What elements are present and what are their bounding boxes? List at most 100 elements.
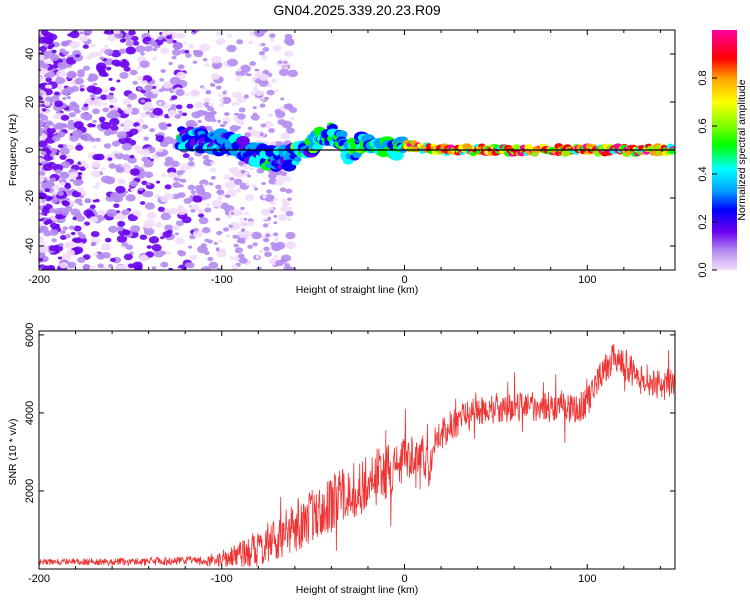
spectrogram-x-tick-label: -100 bbox=[211, 274, 233, 286]
spectrogram-noise-blob bbox=[41, 181, 52, 190]
spectrogram-noise-blob bbox=[77, 256, 86, 263]
spectrogram-noise-blob bbox=[142, 190, 151, 198]
spectrogram-noise-blob bbox=[56, 85, 65, 91]
spectrogram-noise-blob bbox=[159, 124, 168, 131]
spectrogram-noise-blob bbox=[42, 202, 47, 206]
spectrogram-noise-blob bbox=[57, 144, 64, 149]
spectrogram-noise-blob bbox=[236, 67, 242, 72]
spectrogram-noise-blob bbox=[59, 147, 70, 155]
spectrogram-noise-blob bbox=[56, 61, 68, 70]
spectrogram-noise-blob bbox=[176, 267, 182, 270]
spectrogram-noise-blob bbox=[74, 77, 84, 85]
spectrogram-noise-blob bbox=[161, 173, 167, 177]
spectrogram-noise-blob bbox=[146, 211, 157, 220]
spectrogram-noise-blob bbox=[144, 101, 153, 108]
spectrogram-noise-blob bbox=[245, 181, 249, 186]
spectrogram-noise-blob bbox=[210, 161, 216, 165]
spectrogram-noise-blob bbox=[260, 123, 267, 128]
spectrogram-noise-blob bbox=[177, 250, 187, 257]
spectrogram-noise-blob bbox=[194, 123, 199, 127]
spectrogram-noise-blob bbox=[97, 209, 106, 216]
spectrogram-noise-blob bbox=[287, 69, 299, 78]
spectrogram-noise-blob bbox=[274, 89, 279, 93]
spectrogram-noise-blob bbox=[177, 64, 185, 70]
spectrogram-noise-blob bbox=[74, 212, 82, 218]
spectrogram-noise-blob bbox=[193, 50, 204, 58]
spectrogram-noise-blob bbox=[82, 44, 89, 49]
spectrogram-noise-blob bbox=[128, 30, 136, 36]
spectrogram-noise-blob bbox=[191, 111, 202, 119]
spectrogram-noise-blob bbox=[39, 245, 49, 253]
spectrogram-noise-blob bbox=[150, 41, 158, 47]
spectrogram-noise-blob bbox=[260, 208, 271, 216]
spectrogram-noise-blob bbox=[233, 178, 243, 186]
spectrogram-noise-blob bbox=[217, 231, 223, 234]
spectrogram-noise-blob bbox=[254, 68, 260, 72]
spectrogram-noise-blob bbox=[108, 225, 119, 233]
spectrogram-noise-blob bbox=[151, 88, 160, 95]
spectrogram-noise-blob bbox=[62, 200, 71, 207]
spectrogram-noise-blob bbox=[72, 179, 83, 187]
spectrogram-noise-blob bbox=[64, 183, 72, 190]
spectrogram-noise-blob bbox=[198, 213, 205, 218]
spectrogram-noise-blob bbox=[39, 70, 44, 75]
spectrogram-noise-blob bbox=[60, 114, 70, 121]
spectrogram-noise-blob bbox=[151, 266, 157, 270]
spectrogram-y-tick-label: -20 bbox=[24, 190, 36, 206]
spectrogram-noise-blob bbox=[41, 63, 50, 70]
spectrogram-noise-blob bbox=[39, 54, 45, 61]
spectrogram-noise-blob bbox=[196, 189, 206, 196]
spectrogram-noise-blob bbox=[211, 199, 223, 208]
spectrogram-noise-blob bbox=[160, 236, 165, 240]
spectrogram-noise-blob bbox=[86, 85, 97, 93]
spectrogram-noise-blob bbox=[39, 36, 47, 44]
spectrogram-noise-blob bbox=[226, 44, 237, 53]
spectrogram-noise-blob bbox=[137, 173, 145, 179]
spectrogram-noise-blob bbox=[139, 112, 148, 118]
spectrogram-noise-blob bbox=[102, 107, 110, 113]
spectrogram-noise-blob bbox=[152, 56, 158, 61]
spectrogram-noise-blob bbox=[104, 48, 114, 56]
spectrogram-noise-blob bbox=[177, 204, 184, 210]
spectrogram-noise-blob bbox=[189, 254, 198, 260]
spectrogram-noise-blob bbox=[206, 203, 211, 207]
spectrogram-noise-blob bbox=[205, 90, 212, 95]
spectrogram-noise-blob bbox=[202, 154, 210, 160]
spectrogram-noise-blob bbox=[91, 108, 101, 115]
spectrogram-noise-blob bbox=[272, 232, 279, 237]
colorbar bbox=[712, 30, 737, 270]
spectrogram-noise-blob bbox=[261, 217, 268, 221]
spectrogram-noise-blob bbox=[275, 110, 286, 119]
spectrogram-noise-blob bbox=[207, 256, 214, 262]
spectrogram-ridge-blob bbox=[668, 148, 675, 155]
spectrogram-noise-blob bbox=[83, 209, 94, 217]
spectrogram-noise-blob bbox=[136, 150, 141, 154]
spectrogram-noise-blob bbox=[164, 184, 172, 190]
spectrogram-noise-blob bbox=[157, 148, 164, 153]
spectrogram-noise-blob bbox=[166, 123, 172, 127]
spectrogram-noise-blob bbox=[53, 113, 63, 120]
spectrogram-noise-blob bbox=[89, 204, 96, 209]
spectrogram-noise-blob bbox=[104, 237, 112, 243]
spectrogram-noise-blob bbox=[158, 88, 165, 93]
spectrogram-noise-blob bbox=[154, 222, 163, 228]
spectrogram-noise-blob bbox=[96, 253, 106, 260]
spectrogram-noise-blob bbox=[215, 217, 221, 221]
spectrogram-noise-blob bbox=[61, 210, 70, 216]
spectrogram-noise-blob bbox=[90, 231, 100, 238]
spectrogram-noise-blob bbox=[172, 181, 181, 188]
spectrogram-noise-blob bbox=[211, 73, 220, 80]
spectrogram-noise-blob bbox=[48, 43, 55, 48]
spectrogram-noise-blob bbox=[280, 132, 291, 140]
spectrogram-noise-blob bbox=[176, 32, 186, 39]
spectrogram-noise-blob bbox=[95, 137, 101, 142]
spectrogram-noise-blob bbox=[223, 174, 231, 180]
spectrogram-noise-blob bbox=[160, 68, 167, 73]
spectrogram-noise-blob bbox=[226, 33, 233, 38]
spectrogram-y-tick-label: 0 bbox=[24, 147, 36, 153]
spectrogram-noise-blob bbox=[204, 114, 216, 122]
spectrogram-noise-blob bbox=[115, 185, 126, 194]
spectrogram-noise-blob bbox=[132, 80, 139, 85]
spectrogram-noise-blob bbox=[189, 89, 201, 97]
